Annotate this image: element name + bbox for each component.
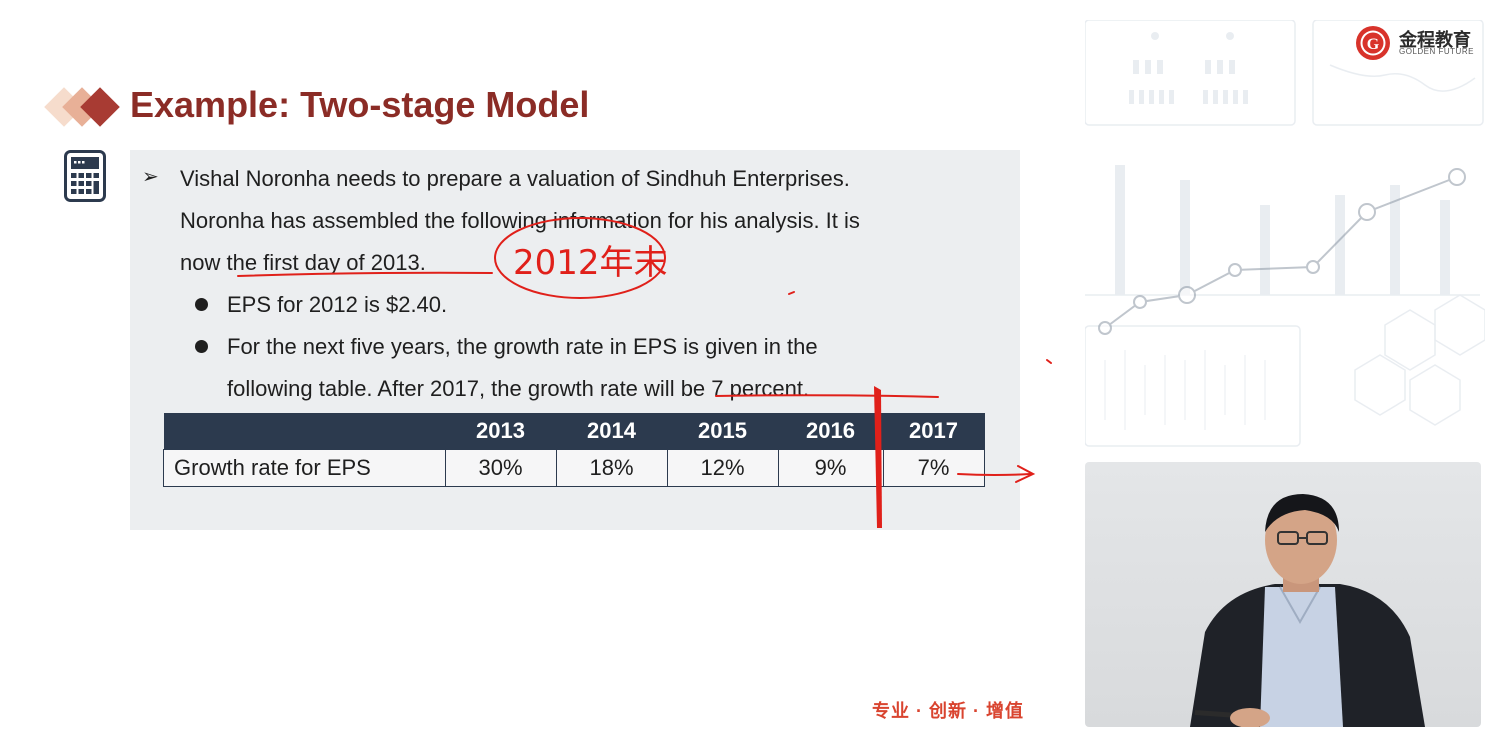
bullet-dot-icon	[195, 340, 208, 353]
presenter-webcam-video	[1085, 462, 1481, 727]
golden-future-logo: G 金程教育 GOLDEN FUTURE	[1354, 24, 1489, 62]
arrow-bullet-icon: ➢	[142, 166, 159, 188]
bullet-dot-icon	[195, 298, 208, 311]
bullet-text: following table. After 2017, the growth …	[227, 376, 810, 401]
presenter-figure	[1190, 494, 1425, 727]
table-header-cell: 2013	[445, 413, 557, 450]
bullet-text: For the next five years, the growth rate…	[227, 334, 818, 359]
content-panel: ➢ Vishal Noronha needs to prepare a valu…	[130, 150, 1020, 530]
calculator-icon	[64, 150, 106, 202]
table-header-cell: 2014	[556, 413, 668, 450]
table-header-cell: 2015	[667, 413, 779, 450]
svg-text:G: G	[1367, 36, 1380, 53]
logo-subtitle: GOLDEN FUTURE	[1399, 47, 1474, 56]
table-cell: 30%	[444, 449, 557, 487]
logo-name: 金程教育	[1399, 30, 1471, 50]
table-cell: 7%	[882, 449, 985, 487]
table-header-cell	[163, 413, 446, 450]
bullet-text: EPS for 2012 is $2.40.	[227, 292, 448, 317]
logo-emblem-icon: G	[1356, 26, 1390, 60]
decorative-infographic-background	[1085, 20, 1485, 447]
table-header-cell: 2017	[883, 413, 985, 450]
table-cell: 12%	[666, 449, 779, 487]
intro-paragraph: Vishal Noronha needs to prepare a valuat…	[180, 158, 1010, 284]
paragraph-line: Vishal Noronha needs to prepare a valuat…	[180, 166, 850, 191]
table-cell: 9%	[777, 449, 884, 487]
growth-rate-table: 2013 2014 2015 2016 2017 Growth rate for…	[163, 413, 985, 487]
table-row-label: Growth rate for EPS	[163, 449, 446, 487]
table-header-row: 2013 2014 2015 2016 2017	[163, 413, 985, 450]
diamond-decoration-icon	[42, 82, 132, 132]
footer-slogan: 专业 · 创新 · 增值	[872, 701, 1024, 721]
paragraph-line: now the first day of 2013.	[180, 250, 426, 275]
table-cell: 18%	[555, 449, 668, 487]
slide-title: Example: Two-stage Model	[130, 84, 590, 125]
table-row: Growth rate for EPS 30% 18% 12% 9% 7%	[163, 449, 985, 487]
paragraph-line: Noronha has assembled the following info…	[180, 208, 860, 233]
table-header-cell: 2016	[778, 413, 884, 450]
